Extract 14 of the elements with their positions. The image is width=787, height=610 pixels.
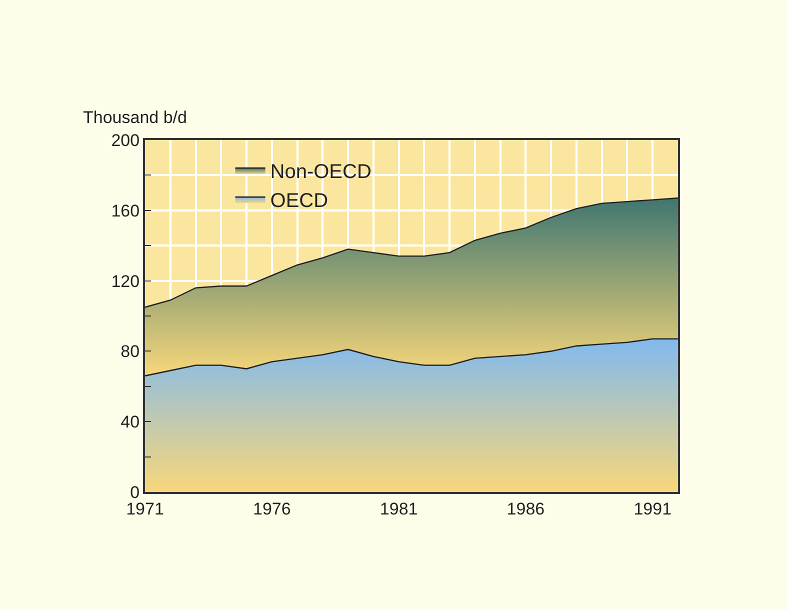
legend-label: Non-OECD <box>270 160 372 183</box>
y-tick-label: 120 <box>111 272 140 291</box>
legend-label: OECD <box>270 190 328 212</box>
y-tick-label: 200 <box>111 130 140 150</box>
x-tick-label: 1986 <box>506 499 545 518</box>
y-tick-label: 80 <box>120 342 140 362</box>
x-tick-label: 1971 <box>126 499 164 518</box>
x-tick-label: 1981 <box>380 499 418 518</box>
y-axis-title: Thousand b/d <box>83 108 187 127</box>
y-tick-label: 40 <box>120 412 140 432</box>
x-tick-label: 1991 <box>634 499 672 518</box>
y-tick-label: 0 <box>130 482 140 502</box>
x-tick-label: 1976 <box>252 499 291 518</box>
y-tick-label: 160 <box>111 201 140 220</box>
